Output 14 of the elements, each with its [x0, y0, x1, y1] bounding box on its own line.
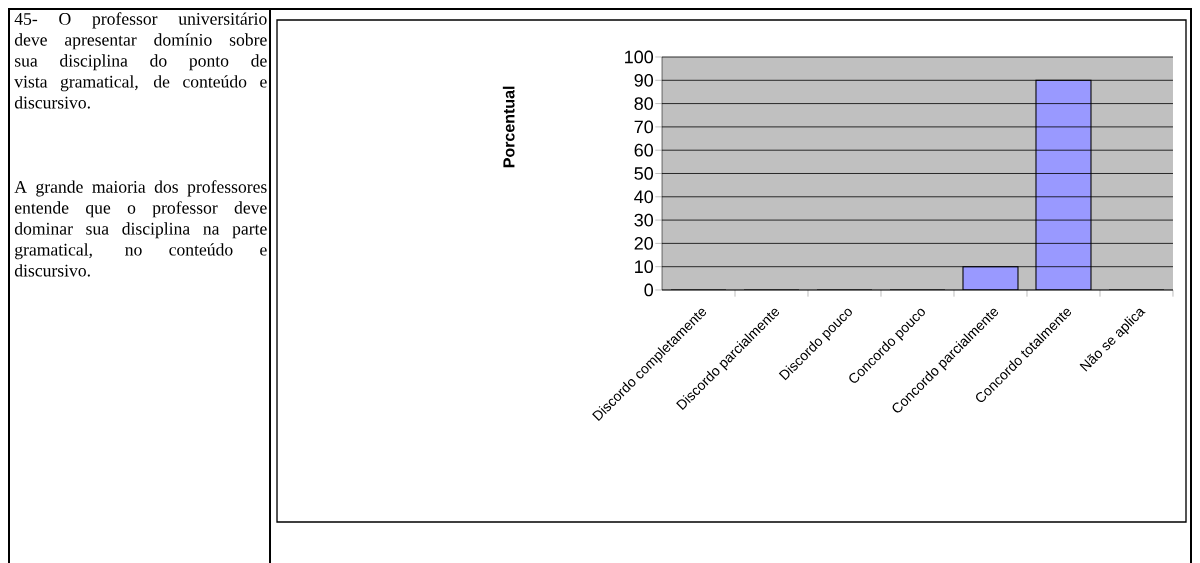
y-tick-label: 10	[635, 260, 654, 274]
y-tick-label: 80	[634, 97, 654, 110]
y-tick-label: 30	[634, 213, 654, 227]
text: 45- O professor universitário deve apresentar domínio sobre sua disciplina do ponto de vista gramatical, de conteúdo e discursivo.	[14, 12, 267, 109]
y-tick-label: 40	[634, 190, 654, 204]
y-axis-title: Porcentual	[502, 86, 515, 168]
y-tick-label: 60	[634, 143, 654, 157]
y-tick-label: 20	[634, 237, 654, 250]
y-tick-label: 90	[634, 73, 654, 87]
y-tick-label: 100	[625, 50, 654, 64]
y-tick-label: 0	[644, 283, 654, 297]
y-tick-label: 50	[634, 167, 654, 180]
text: A grande maioria dos professores entende que o professor deve dominar sua disciplina na parte gramatical, no conteúdo e discursivo.	[14, 180, 267, 277]
y-tick-label: 70	[634, 120, 654, 134]
